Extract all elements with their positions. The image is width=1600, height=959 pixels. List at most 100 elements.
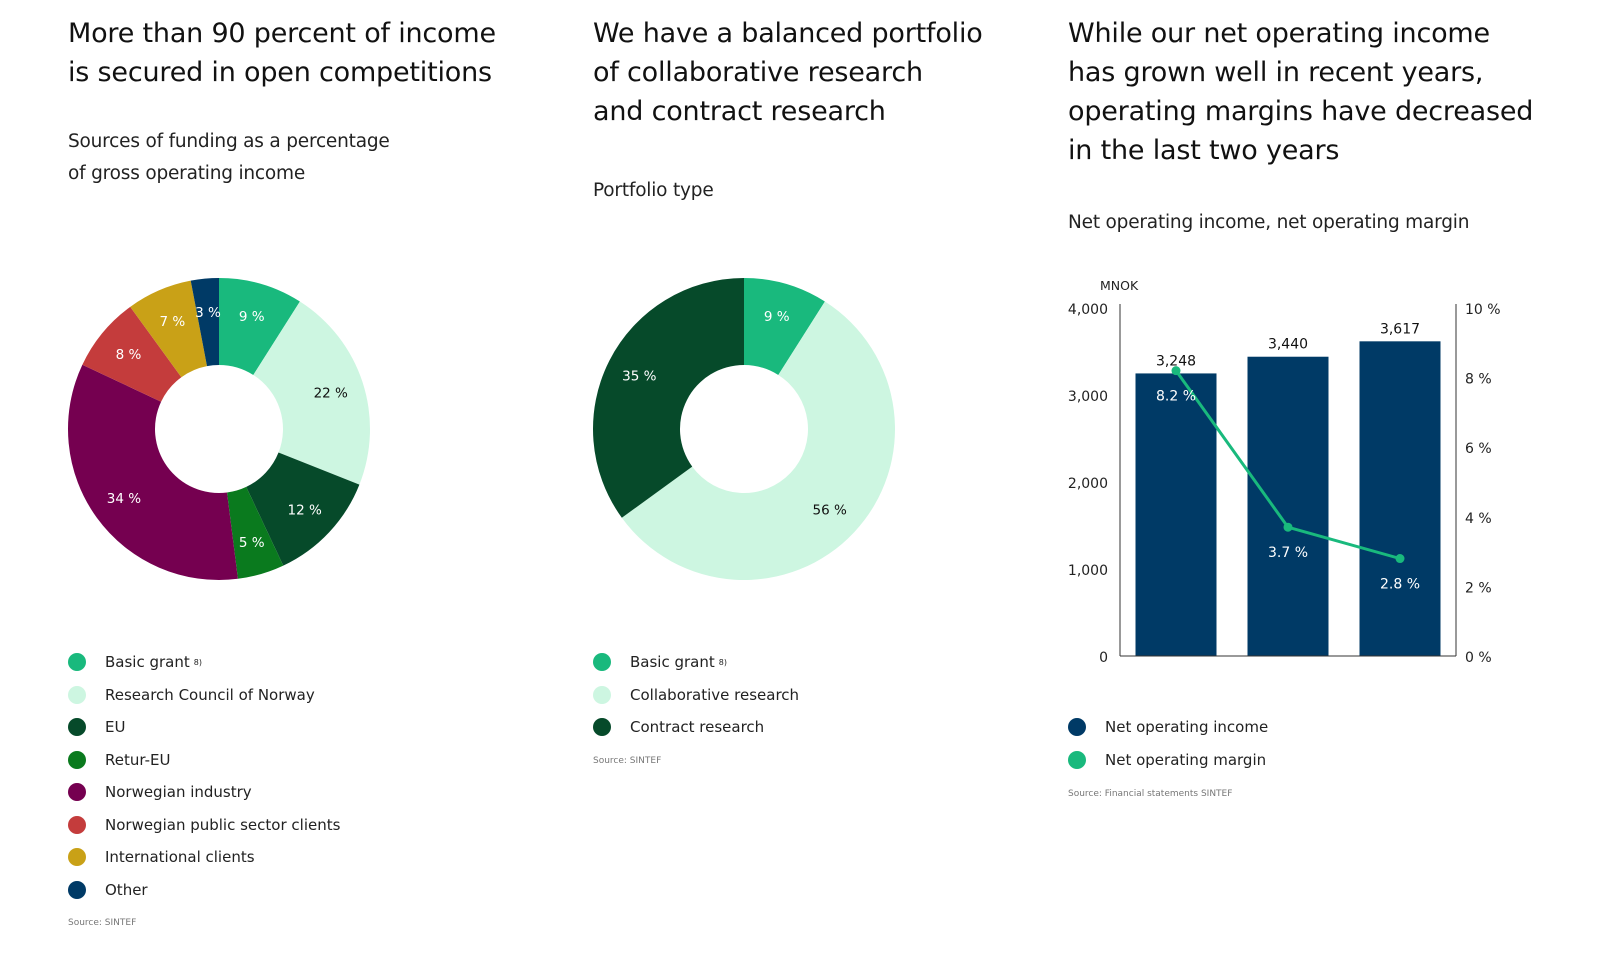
- legend-swatch-icon: [1068, 750, 1086, 769]
- legend-label: Norwegian public sector clients: [105, 815, 341, 834]
- panel2-title-line: and contract research: [593, 96, 886, 127]
- income-bar-value-label: 3,248: [1156, 353, 1196, 369]
- panel2-title-line: of collaborative research: [593, 57, 923, 88]
- panel2-title: We have a balanced portfolio of collabor…: [593, 14, 983, 131]
- donut-slice-basic-grant: [219, 278, 300, 375]
- panel3-title-line: in the last two years: [1068, 135, 1340, 166]
- y-tick-label: 3,000: [1068, 389, 1108, 405]
- legend-item: International clients: [68, 841, 340, 874]
- legend-label: Retur-EU: [105, 750, 171, 769]
- donut-slice-norwegian-industry: [67, 364, 238, 580]
- portfolio-donut-chart: 9 % 56 % 35 %: [593, 278, 895, 580]
- legend-item: Retur-EU: [68, 744, 340, 777]
- margin-value-label: 2.8 %: [1380, 577, 1420, 593]
- legend-item: Norwegian public sector clients: [68, 809, 340, 842]
- income-margin-combo-chart: MNOK 0 1,000 2,000 3,000 4,000 0 % 2 % 4 % 6 % 8 %…: [1068, 278, 1501, 666]
- legend-label: Basic grant: [630, 653, 715, 672]
- legend-item: EU: [68, 711, 340, 744]
- legend-label: International clients: [105, 848, 255, 867]
- legend-item: Other: [68, 874, 340, 907]
- legend-note-marker: 8): [718, 657, 727, 667]
- legend-item: Net operating margin: [1068, 744, 1268, 777]
- donut-slice-eu: [246, 452, 360, 566]
- panel1-source: Source: SINTEF: [68, 918, 137, 928]
- portfolio-panel: We have a balanced portfolio of collabor…: [593, 0, 1033, 959]
- legend-item: Net operating income: [1068, 711, 1268, 744]
- margin-point: [1283, 522, 1293, 532]
- panel1-title-line: More than 90 percent of income: [68, 18, 496, 49]
- donut-slice-label: 35 %: [622, 369, 656, 385]
- legend-swatch-icon: [593, 718, 611, 737]
- y2-tick-label: 8 %: [1465, 372, 1492, 388]
- panel1-title-line: is secured in open competitions: [68, 57, 492, 88]
- y2-tick-label: 4 %: [1465, 511, 1492, 527]
- legend-item: Collaborative research: [593, 679, 799, 712]
- legend-label: Net operating income: [1105, 718, 1269, 737]
- income-margin-legend: Net operating income Net operating margin: [1068, 711, 1268, 776]
- margin-value-label: 3.7 %: [1268, 545, 1308, 561]
- donut-slice-label: 7 %: [159, 314, 185, 330]
- donut-slice-research-council-of-norway: [253, 301, 370, 485]
- legend-swatch-icon: [68, 848, 86, 867]
- legend-item: Contract research: [593, 711, 799, 744]
- legend-swatch-icon: [68, 783, 86, 802]
- panel1-subtitle-line: of gross operating income: [68, 163, 306, 184]
- donut-slice-international-clients: [130, 280, 208, 378]
- income-bar-value-label: 3,617: [1380, 321, 1420, 337]
- legend-swatch-icon: [68, 653, 86, 672]
- donut-slice-label: 9 %: [764, 309, 790, 325]
- income-margin-panel: While our net operating income has grown…: [1068, 0, 1568, 959]
- donut-slice-label: 3 %: [195, 305, 221, 321]
- donut-slice-other: [190, 278, 219, 367]
- margin-point: [1395, 554, 1405, 564]
- portfolio-legend: Basic grant 8) Collaborative research Contr…: [593, 646, 799, 744]
- panel2-source: Source: SINTEF: [593, 756, 662, 766]
- panel3-title-line: operating margins have decreased: [1068, 96, 1534, 127]
- panel2-subtitle: Portfolio type: [593, 180, 714, 201]
- y2-tick-label: 2 %: [1465, 580, 1492, 596]
- legend-label: EU: [105, 718, 126, 737]
- income-bar: [1135, 373, 1217, 656]
- margin-point: [1171, 366, 1181, 376]
- y-tick-label: 4,000: [1068, 302, 1108, 318]
- legend-note-marker: 8): [193, 657, 202, 667]
- donut-slice-label: 9 %: [239, 309, 265, 325]
- income-bar-value-label: 3,440: [1268, 337, 1308, 353]
- donut-slice-label: 34 %: [107, 491, 141, 507]
- funding-donut-chart: 9 % 22 % 12 % 5 % 34 % 8 % 7 % 3 %: [67, 278, 370, 580]
- margin-value-label: 8.2 %: [1156, 389, 1196, 405]
- legend-item: Research Council of Norway: [68, 679, 340, 712]
- y-axis-unit-label: MNOK: [1100, 278, 1139, 293]
- donut-slice-retur-eu: [227, 486, 284, 579]
- panel1-subtitle-line: Sources of funding as a percentage: [68, 131, 390, 152]
- donut-slice-basic-grant: [744, 278, 825, 375]
- panel1-subtitle: Sources of funding as a percentage of gr…: [68, 126, 390, 190]
- donut-slice-label: 5 %: [239, 535, 265, 551]
- panel1-title: More than 90 percent of income is secure…: [68, 14, 496, 92]
- income-bar: [1359, 341, 1441, 656]
- legend-label: Basic grant: [105, 653, 190, 672]
- funding-legend: Basic grant 8) Research Council of Norway E…: [68, 646, 340, 906]
- legend-swatch-icon: [68, 718, 86, 737]
- legend-label: Contract research: [630, 718, 765, 737]
- y-tick-label: 1,000: [1068, 563, 1108, 579]
- donut-slice-label: 56 %: [812, 502, 846, 518]
- panel3-title-line: has grown well in recent years,: [1068, 57, 1484, 88]
- donut-slice-label: 22 %: [314, 386, 348, 402]
- legend-swatch-icon: [593, 685, 611, 704]
- donut-slice-label: 12 %: [287, 502, 321, 518]
- legend-label: Collaborative research: [630, 685, 800, 704]
- income-bar: [1247, 356, 1329, 656]
- legend-swatch-icon: [68, 815, 86, 834]
- legend-item: Norwegian industry: [68, 776, 340, 809]
- donut-slice-contract-research: [593, 278, 744, 518]
- panel3-source: Source: Financial statements SINTEF: [1068, 789, 1233, 799]
- legend-label: Research Council of Norway: [105, 685, 315, 704]
- panel2-title-line: We have a balanced portfolio: [593, 18, 983, 49]
- legend-swatch-icon: [593, 653, 611, 672]
- y2-tick-label: 6 %: [1465, 441, 1492, 457]
- panel3-subtitle: Net operating income, net operating marg…: [1068, 212, 1470, 233]
- legend-label: Net operating margin: [1105, 750, 1267, 769]
- funding-sources-panel: More than 90 percent of income is secure…: [67, 0, 528, 959]
- y2-tick-label: 0 %: [1465, 650, 1492, 666]
